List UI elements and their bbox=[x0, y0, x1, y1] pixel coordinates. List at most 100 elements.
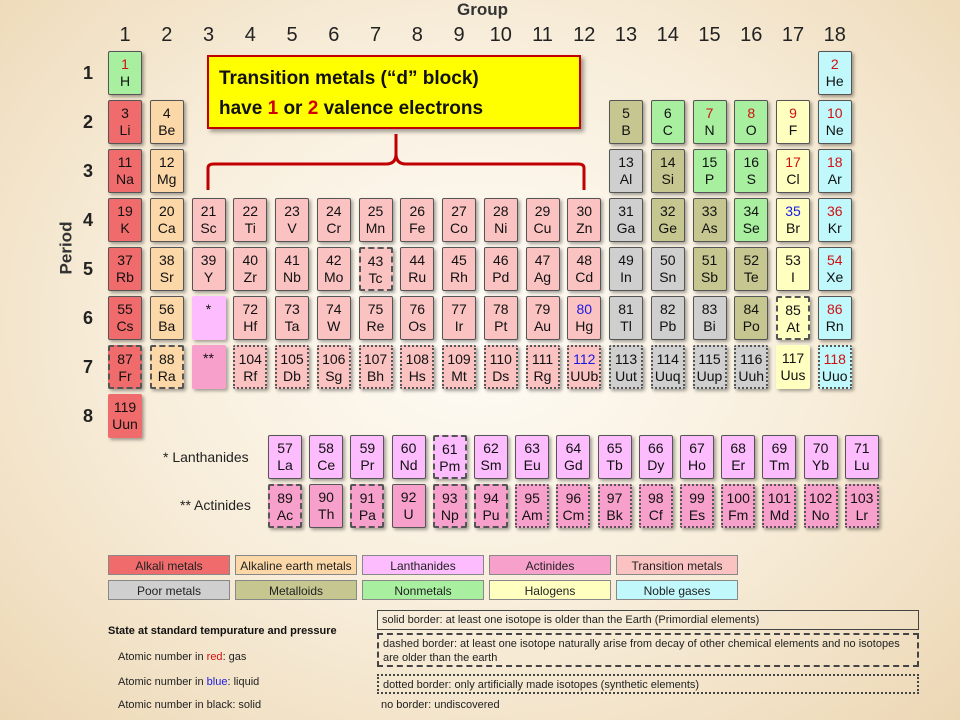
atomic-number: 69 bbox=[771, 440, 788, 456]
legend-actinide: Actinides bbox=[489, 555, 611, 575]
element-symbol: Ni bbox=[494, 220, 508, 236]
atomic-number: 108 bbox=[405, 351, 429, 367]
element-symbol: Yb bbox=[812, 457, 830, 473]
element-ti: 22 Ti bbox=[233, 198, 268, 242]
atomic-number: 99 bbox=[689, 490, 705, 506]
element-kr: 36 Kr bbox=[817, 198, 852, 242]
element-uut: 113 Uut bbox=[609, 345, 643, 389]
atomic-number: 6 bbox=[663, 105, 672, 121]
group-number: 15 bbox=[698, 24, 721, 46]
element-na: 11 Na bbox=[108, 149, 142, 193]
element-symbol: C bbox=[662, 122, 673, 138]
state-liquid: Atomic number in blue: liquid bbox=[118, 676, 259, 688]
period-number: 4 bbox=[82, 210, 93, 230]
atomic-number: 84 bbox=[743, 301, 760, 317]
element-rh: 45 Rh bbox=[442, 247, 476, 291]
element-symbol: Bk bbox=[606, 507, 623, 523]
atomic-number: 58 bbox=[318, 440, 334, 456]
element-s: 16 S bbox=[734, 149, 769, 193]
atomic-number: 91 bbox=[359, 490, 376, 506]
element-symbol: Uuq bbox=[654, 368, 681, 384]
element-symbol: Rh bbox=[450, 269, 468, 285]
atomic-number: 24 bbox=[325, 203, 342, 219]
callout-line-2: have 1 or 2 valence electrons bbox=[219, 94, 569, 124]
element-po: 84 Po bbox=[734, 296, 769, 340]
atomic-number: 13 bbox=[618, 154, 634, 170]
group-number: 16 bbox=[740, 24, 763, 46]
element-symbol: Ga bbox=[616, 220, 636, 236]
element-symbol: Dy bbox=[647, 457, 665, 473]
element-pa: 91 Pa bbox=[350, 484, 385, 528]
element-symbol: Md bbox=[769, 507, 790, 523]
element-symbol: Cu bbox=[533, 220, 552, 236]
atomic-number: 36 bbox=[826, 203, 843, 219]
atomic-number: 95 bbox=[524, 490, 540, 506]
element-la: 57 La bbox=[268, 435, 302, 479]
element-symbol: Ra bbox=[157, 368, 176, 384]
atomic-number: 112 bbox=[573, 351, 596, 367]
element-symbol: Po bbox=[742, 318, 760, 334]
element-se: 34 Se bbox=[734, 198, 769, 242]
element-symbol: Re bbox=[366, 318, 385, 334]
legend-alkaline: Alkaline earth metals bbox=[235, 555, 357, 575]
atomic-number: 71 bbox=[854, 440, 870, 456]
element-fr: 87 Fr bbox=[108, 345, 142, 389]
legend-poor: Poor metals bbox=[108, 580, 230, 600]
atomic-number: 110 bbox=[489, 351, 512, 367]
element-symbol: Uuo bbox=[821, 368, 848, 384]
element-symbol: Na bbox=[116, 171, 134, 187]
group-number: 12 bbox=[573, 24, 596, 46]
callout-text-end: valence electrons bbox=[318, 98, 484, 119]
atomic-number: 16 bbox=[743, 154, 760, 170]
atomic-number: 92 bbox=[400, 489, 417, 505]
element-ar: 18 Ar bbox=[817, 149, 852, 193]
atomic-number: 53 bbox=[785, 252, 801, 268]
group-number: 11 bbox=[532, 24, 553, 46]
element-symbol: Ba bbox=[158, 318, 176, 334]
element-symbol: Sb bbox=[700, 269, 719, 285]
atomic-number: 48 bbox=[576, 252, 593, 268]
element-rg: 111 Rg bbox=[525, 345, 560, 389]
atomic-number: 35 bbox=[785, 203, 801, 219]
element-symbol: Pu bbox=[482, 507, 500, 523]
element-p: 15 P bbox=[692, 149, 727, 193]
element-symbol: Np bbox=[440, 507, 459, 523]
group-number: 18 bbox=[823, 24, 846, 46]
period-number: 7 bbox=[82, 357, 93, 377]
element-symbol: He bbox=[825, 73, 844, 89]
element-symbol: Sr bbox=[159, 269, 174, 285]
atomic-number: 76 bbox=[409, 301, 426, 317]
element-symbol: Pa bbox=[358, 507, 376, 523]
state-liquid-text: Atomic number in bbox=[118, 676, 207, 688]
atomic-number: 5 bbox=[622, 105, 630, 121]
element-symbol: Uut bbox=[615, 368, 637, 384]
group-title: Group bbox=[457, 0, 508, 19]
legend-metalloid: Metalloids bbox=[235, 580, 357, 600]
element-symbol: Hs bbox=[408, 368, 426, 384]
element-sc: 21 Sc bbox=[191, 198, 226, 242]
atomic-number: 49 bbox=[618, 252, 634, 268]
element-pu: 94 Pu bbox=[474, 484, 508, 528]
atomic-number: 27 bbox=[451, 203, 467, 219]
atomic-number: 28 bbox=[492, 203, 509, 219]
group-number: 5 bbox=[286, 24, 298, 46]
atomic-number: 62 bbox=[483, 440, 499, 456]
element-symbol: Er bbox=[731, 457, 746, 473]
callout-line-1: Transition metals (“d” block) bbox=[219, 68, 479, 89]
atomic-number: 12 bbox=[158, 154, 175, 170]
atomic-number: * bbox=[205, 301, 212, 317]
element-fm: 100 Fm bbox=[721, 484, 756, 528]
element-ac: 89 Ac bbox=[268, 484, 302, 528]
element-ba: 56 Ba bbox=[149, 296, 184, 340]
element-db: 105 Db bbox=[275, 345, 309, 389]
atomic-number: 56 bbox=[158, 301, 175, 317]
atomic-number: 50 bbox=[659, 252, 676, 268]
element-symbol: Tb bbox=[606, 457, 623, 473]
atomic-number: 19 bbox=[117, 203, 133, 219]
atomic-number: 29 bbox=[534, 203, 551, 219]
element-tb: 65 Tb bbox=[597, 435, 632, 479]
transition-metals-callout: Transition metals (“d” block) have 1 or … bbox=[207, 55, 581, 129]
